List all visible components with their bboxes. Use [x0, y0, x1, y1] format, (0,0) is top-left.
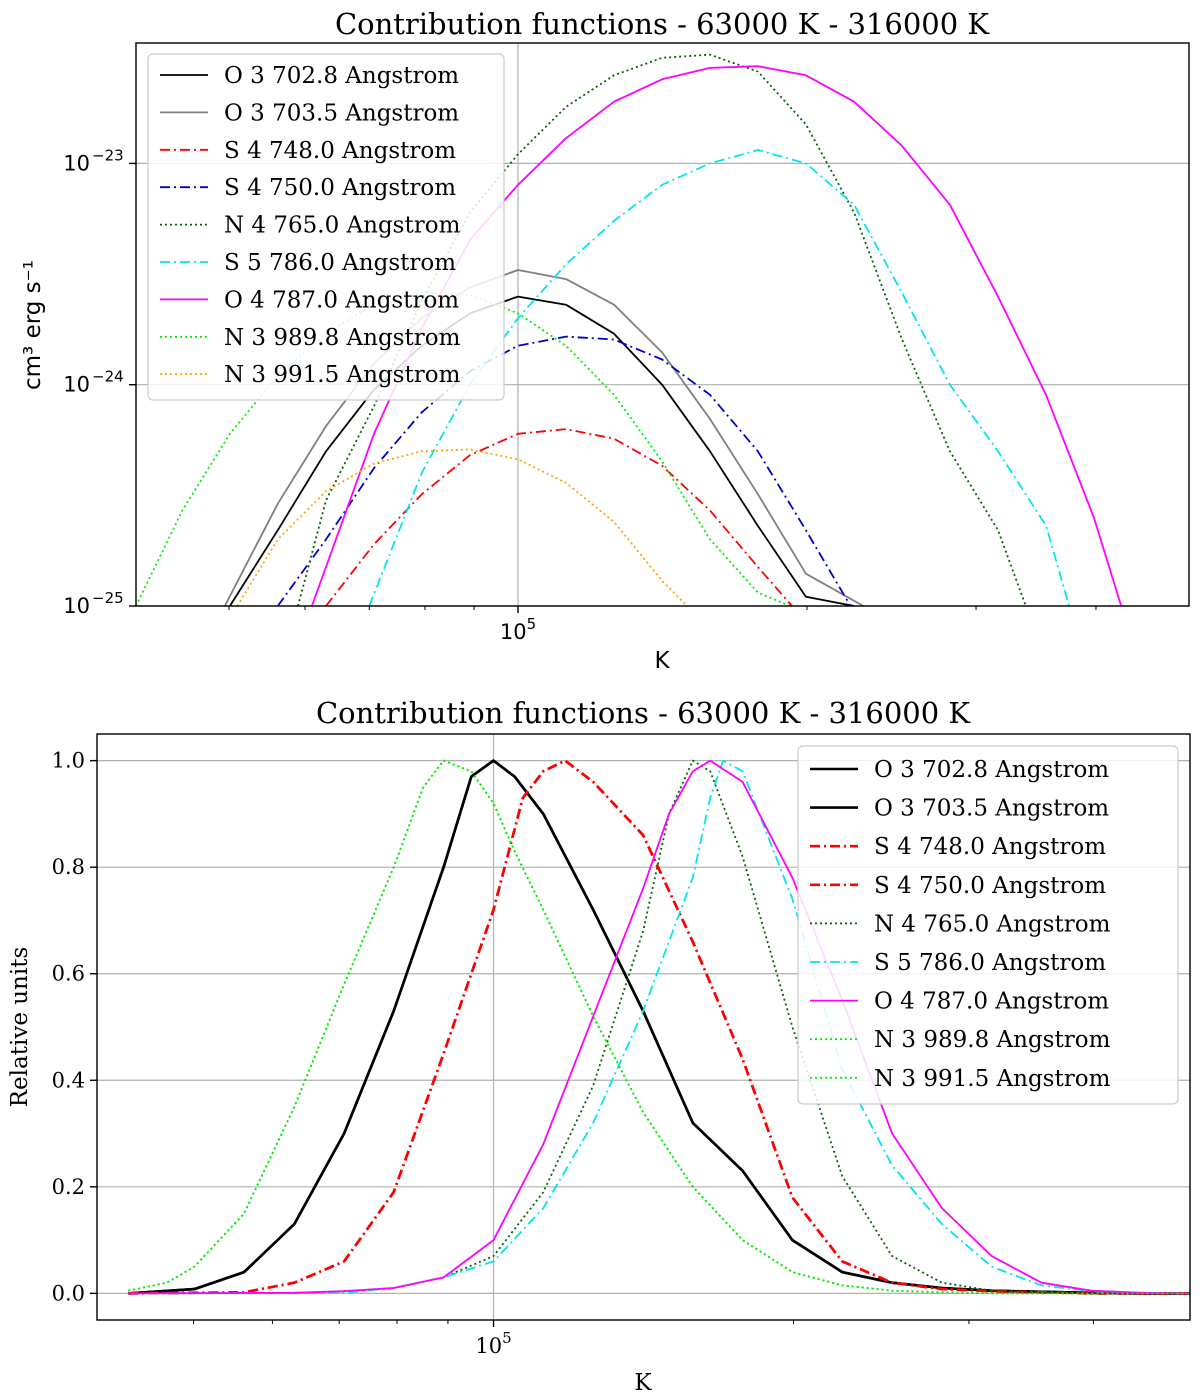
chart-bottom-frame	[96, 733, 1191, 1321]
legend-entry: O 3 702.8 Angstrom	[224, 63, 459, 89]
x-tick-label: 105	[500, 615, 536, 644]
legend-entry: O 4 787.0 Angstrom	[874, 989, 1109, 1015]
chart-bottom-series	[128, 759, 1190, 1295]
legend-entry: O 3 703.5 Angstrom	[874, 796, 1109, 822]
y-tick-label: 10 −24	[63, 368, 123, 397]
chart-top-xlabel: K	[654, 648, 670, 674]
legend-entry: N 3 989.8 Angstrom	[224, 325, 461, 351]
legend-entry: S 4 748.0 Angstrom	[224, 138, 456, 164]
series-line	[277, 335, 852, 606]
chart-top-frame	[135, 42, 1190, 607]
series-line	[128, 759, 1190, 1295]
legend-box	[147, 53, 505, 401]
x-tick-label: 105	[475, 1329, 511, 1358]
chart-bottom: Contribution functions - 63000 K - 31600…	[7, 696, 1191, 1396]
legend-entry: S 4 748.0 Angstrom	[874, 834, 1106, 860]
series-line	[229, 295, 855, 606]
chart-bottom-ylabel: Relative units	[7, 947, 33, 1108]
y-tick-label: 10 −25	[63, 589, 123, 618]
series-line	[128, 759, 1190, 1295]
y-tick-label: 0.4	[52, 1068, 85, 1092]
series-line	[128, 759, 1190, 1295]
series-line	[128, 759, 1190, 1295]
legend-entry: N 4 765.0 Angstrom	[224, 213, 461, 239]
series-line	[136, 291, 791, 606]
chart-top-ticks: 105 10−25 10−24 10−23	[63, 146, 1097, 644]
legend-entry: N 4 765.0 Angstrom	[874, 911, 1111, 937]
y-tick-label: 0.6	[52, 962, 85, 986]
legend-entry: N 3 991.5 Angstrom	[874, 1066, 1111, 1092]
y-tick-label: 10 −23	[63, 146, 123, 175]
y-tick-label: 0.8	[52, 855, 85, 879]
legend-entry: S 4 750.0 Angstrom	[224, 175, 456, 201]
legend-entry: S 5 786.0 Angstrom	[224, 250, 456, 276]
legend-entry: N 3 989.8 Angstrom	[874, 1027, 1111, 1053]
legend-box	[797, 745, 1179, 1105]
chart-top-legend: O 3 702.8 Angstrom O 3 703.5 Angstrom S 4 …	[147, 53, 505, 401]
legend-entry: O 3 703.5 Angstrom	[224, 100, 459, 126]
chart-bottom-legend: O 3 702.8 Angstrom O 3 703.5 Angstrom S 4 …	[797, 745, 1179, 1105]
series-line	[224, 269, 864, 606]
chart-bottom-ticks: 105 0.0 0.2 0.4 0.6 0.8 1.0	[52, 749, 1094, 1358]
chart-top-title: Contribution functions - 63000 K - 31600…	[335, 7, 990, 41]
chart-top: Contribution functions - 63000 K - 31600…	[20, 7, 1190, 674]
legend-entry: O 3 702.8 Angstrom	[874, 757, 1109, 783]
chart-top-ylabel: cm³ erg s⁻¹	[20, 260, 46, 390]
chart-bottom-xlabel: K	[634, 1370, 652, 1396]
chart-bottom-title: Contribution functions - 63000 K - 31600…	[316, 696, 971, 730]
series-line	[236, 448, 688, 606]
series-line	[325, 428, 793, 606]
y-tick-label: 0.2	[52, 1175, 85, 1199]
legend-entry: N 3 991.5 Angstrom	[224, 362, 461, 388]
legend-entry: S 4 750.0 Angstrom	[874, 873, 1106, 899]
legend-entry: S 5 786.0 Angstrom	[874, 950, 1106, 976]
y-tick-label: 1.0	[52, 749, 85, 773]
legend-entry: O 4 787.0 Angstrom	[224, 287, 459, 313]
y-tick-label: 0.0	[52, 1281, 85, 1305]
